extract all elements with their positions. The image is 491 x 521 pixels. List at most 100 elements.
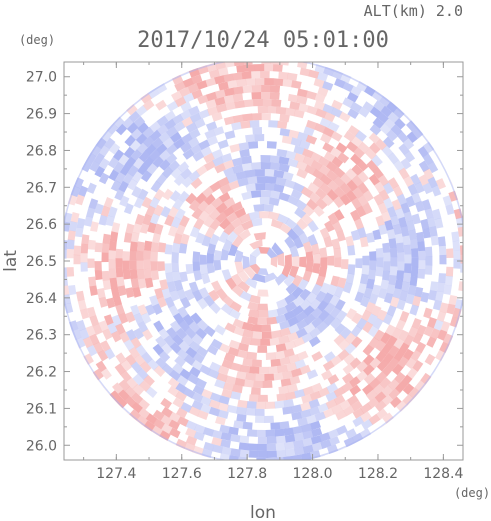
echo-cell (205, 121, 218, 132)
echo-cell (143, 268, 152, 279)
echo-cell (166, 100, 179, 112)
echo-cell (375, 371, 388, 383)
echo-cell (173, 138, 185, 150)
echo-cell (219, 183, 232, 195)
echo-cell (330, 275, 340, 287)
echo-cell (397, 261, 405, 271)
echo-cell (326, 382, 339, 394)
echo-cell (190, 312, 202, 325)
echo-cell (356, 370, 368, 382)
echo-cell (423, 141, 435, 154)
echo-cell (86, 306, 97, 318)
echo-cell (141, 351, 153, 364)
echo-cell (278, 192, 290, 202)
echo-cell (214, 324, 226, 336)
echo-cell (115, 352, 127, 365)
echo-cell (316, 321, 329, 333)
echo-cell (271, 99, 282, 107)
echo-cell (351, 175, 364, 187)
echo-cell (122, 117, 134, 129)
echo-cell (191, 74, 203, 85)
echo-cell (371, 154, 383, 167)
echo-cell (102, 279, 111, 291)
echo-cell (378, 288, 388, 300)
echo-cell (411, 318, 422, 330)
echo-cell (340, 172, 352, 185)
echo-cell (229, 301, 242, 313)
echo-cell (129, 139, 141, 152)
echo-cell (115, 304, 125, 316)
echo-cell (156, 173, 168, 186)
echo-cell (228, 244, 238, 257)
echo-cell (185, 264, 194, 275)
echo-cell (302, 270, 313, 282)
echo-cell (287, 228, 299, 241)
echo-cell (250, 387, 261, 395)
echo-cell (138, 398, 150, 410)
echo-cell (136, 260, 144, 270)
echo-cell (223, 197, 236, 209)
echo-cell (263, 204, 274, 212)
echo-cell (297, 417, 308, 427)
echo-cell (138, 380, 151, 392)
echo-cell (182, 77, 194, 88)
echo-cell (343, 130, 356, 142)
echo-cell (319, 247, 328, 258)
echo-cell (184, 289, 195, 301)
echo-cell (207, 368, 220, 379)
echo-cell (179, 271, 188, 283)
echo-cell (246, 176, 258, 185)
echo-cell (347, 91, 359, 103)
echo-cell (349, 384, 362, 396)
echo-cell (246, 401, 257, 409)
echo-cell (269, 337, 281, 346)
echo-cell (396, 400, 408, 412)
echo-cell (236, 413, 247, 422)
echo-cell (126, 122, 139, 134)
echo-cell (265, 457, 275, 460)
echo-cell (232, 157, 243, 167)
echo-cell (351, 136, 363, 148)
echo-cell (248, 443, 258, 451)
echo-cell (333, 334, 346, 346)
echo-cell (221, 388, 233, 399)
echo-cell (169, 411, 181, 423)
echo-cell (404, 254, 412, 264)
echo-cell (292, 274, 304, 288)
echo-cell (199, 264, 208, 275)
echo-cell (249, 246, 261, 258)
echo-cell (231, 285, 244, 297)
echo-cell (307, 182, 320, 194)
echo-cell (381, 385, 394, 397)
echo-cell (129, 409, 141, 421)
echo-cell (217, 67, 229, 77)
echo-cell (299, 67, 311, 77)
echo-cell (451, 231, 460, 242)
echo-cell (180, 233, 190, 245)
echo-cell (236, 64, 247, 73)
echo-cell (190, 143, 202, 155)
echo-cell (287, 195, 299, 206)
echo-cell (185, 122, 198, 133)
echo-cell (218, 231, 230, 244)
echo-cell (279, 320, 291, 330)
altitude-label: ALT(km) 2.0 (364, 2, 463, 20)
echo-cell (176, 407, 188, 419)
echo-cell (187, 83, 199, 94)
echo-cell (254, 64, 265, 72)
echo-cell (284, 254, 292, 267)
echo-cell (273, 183, 285, 193)
echo-cell (88, 198, 99, 210)
echo-cell (266, 247, 278, 259)
echo-cell (214, 379, 226, 389)
echo-cell (302, 430, 314, 440)
echo-cell (140, 361, 152, 373)
echo-cell (320, 174, 332, 186)
echo-cell (311, 283, 323, 296)
echo-cell (382, 242, 391, 253)
echo-cell (328, 436, 340, 446)
echo-cell (85, 325, 96, 337)
echo-cell (366, 278, 375, 290)
echo-cell (114, 189, 125, 201)
